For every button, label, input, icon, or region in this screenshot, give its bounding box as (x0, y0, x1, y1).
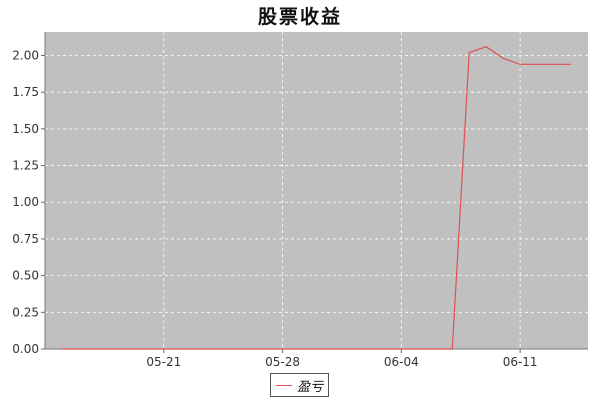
y-tick-label: 0.00 (12, 342, 39, 356)
legend-label: 盈亏 (297, 379, 324, 395)
y-tick-label: 1.50 (12, 122, 39, 136)
y-tick-label: 0.25 (12, 305, 39, 319)
y-tick-label: 1.25 (12, 159, 39, 173)
x-tick-label: 06-11 (503, 355, 538, 369)
y-tick-label: 0.75 (12, 232, 39, 246)
legend: 盈亏 (270, 373, 329, 397)
x-tick-label: 06-04 (384, 355, 419, 369)
series-line-盈亏 (62, 46, 571, 350)
legend-swatch (276, 384, 292, 386)
plot-area (45, 32, 588, 349)
chart-title: 股票收益 (257, 6, 342, 28)
y-tick-label: 2.00 (12, 48, 39, 62)
y-tick-label: 0.50 (12, 269, 39, 283)
x-tick-label: 05-21 (146, 355, 181, 369)
y-tick-label: 1.75 (12, 85, 39, 99)
y-tick-label: 1.00 (12, 195, 39, 209)
x-tick-label: 05-28 (265, 355, 300, 369)
